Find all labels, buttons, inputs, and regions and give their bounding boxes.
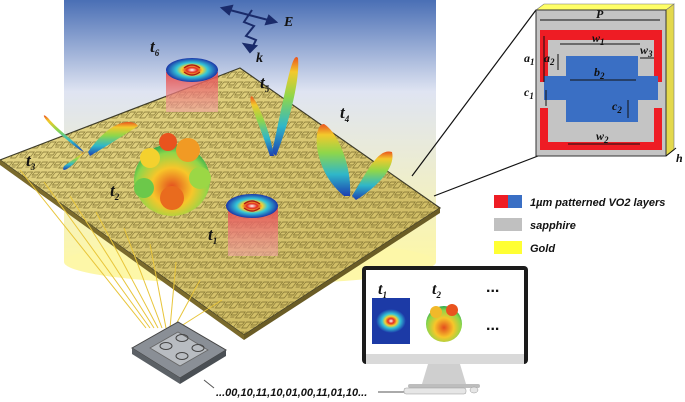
k-vector-label: k <box>256 51 263 66</box>
label-t2: t2 <box>110 181 120 202</box>
material-legend: 1µm patterned VO2 layers sapphire Gold <box>494 195 665 255</box>
dim-thickness: h <box>676 151 683 165</box>
fpga-chip <box>131 321 227 384</box>
dim-w1: w1 <box>592 31 605 47</box>
legend-label-vo2: 1µm patterned VO2 layers <box>530 197 665 209</box>
dim-w3: w3 <box>640 43 653 59</box>
label-t4: t4 <box>340 103 350 124</box>
label-t5: t5 <box>260 73 270 94</box>
legend-swatch-vo2-red <box>494 195 508 208</box>
legend-swatch-vo2-blue <box>508 195 522 208</box>
monitor-ellipsis-bottom: ... <box>486 317 499 334</box>
chip-cable <box>203 379 215 389</box>
t5-beam-lobes <box>250 56 299 156</box>
e-field-label: E <box>283 15 293 30</box>
legend-label-sapphire: sapphire <box>530 220 576 232</box>
label-t6: t6 <box>150 37 160 58</box>
t1-focus-spot <box>226 194 278 256</box>
dim-c1: c1 <box>524 85 534 101</box>
computer-monitor <box>362 266 528 395</box>
control-wires <box>19 169 223 329</box>
label-t1: t1 <box>208 225 217 246</box>
dim-period: P <box>596 7 604 21</box>
monitor-ellipsis-top: ... <box>486 279 499 296</box>
dim-a2: a2 <box>544 51 555 67</box>
dim-c2: c2 <box>612 99 622 115</box>
t6-focus-spot <box>166 58 218 112</box>
zoom-line-bottom <box>433 155 539 197</box>
dim-a1: a1 <box>524 51 535 67</box>
monitor-label-t1: t1 <box>378 281 387 300</box>
monitor-label-t2: t2 <box>432 281 441 300</box>
time-labels: t1 t2 t3 t4 t5 t6 <box>26 37 350 246</box>
incident-wave-arrows <box>219 4 279 54</box>
legend-label-gold: Gold <box>530 243 555 255</box>
t4-beam-lobes <box>316 124 393 200</box>
unit-cell-dimension-lines <box>540 19 677 157</box>
dim-b2: b2 <box>594 65 605 81</box>
t3-beam-lobes <box>43 115 138 170</box>
dim-w2: w2 <box>596 129 609 145</box>
legend-swatch-sapphire <box>494 218 522 231</box>
legend-swatch-gold <box>494 241 522 254</box>
bitstream-label: ...00,10,11,10,01,00,11,01,10... <box>216 387 367 399</box>
label-t3: t3 <box>26 151 36 172</box>
zoom-line-top <box>411 9 537 177</box>
t2-diffuse-pattern <box>134 133 211 216</box>
unit-cell <box>535 3 675 157</box>
